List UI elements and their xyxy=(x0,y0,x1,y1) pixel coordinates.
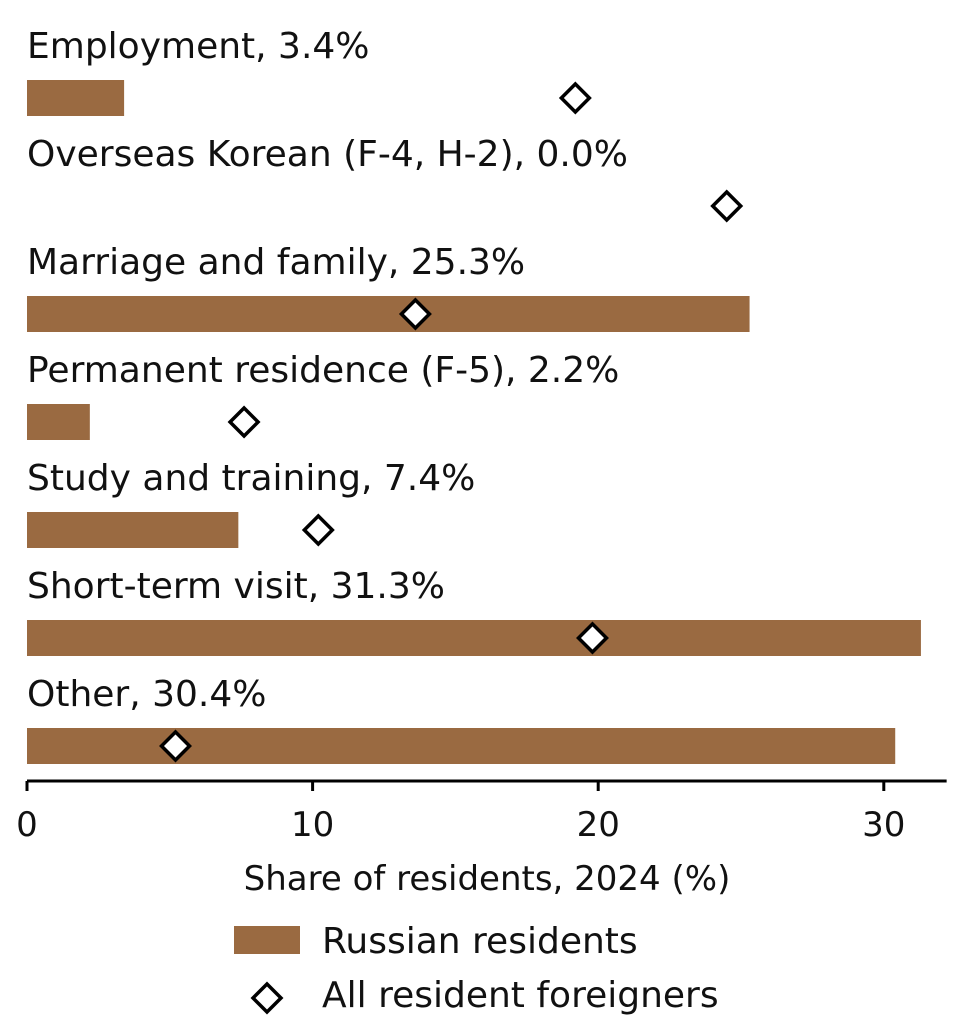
legend: Russian residents All resident foreigner… xyxy=(234,921,719,1016)
legend-swatch-russian-residents xyxy=(234,926,300,954)
legend-label-all-resident-foreigners: All resident foreigners xyxy=(322,975,719,1016)
x-tick-label-0: 0 xyxy=(16,805,38,845)
category-label-marriage-and-family: Marriage and family, 25.3% xyxy=(27,242,525,283)
category-label-short-term-visit: Short-term visit, 31.3% xyxy=(27,566,445,607)
x-tick-label-20: 20 xyxy=(577,805,620,845)
legend-label-russian-residents: Russian residents xyxy=(322,921,638,962)
marker-study-and-training xyxy=(301,513,335,547)
marker-permanent-residence-f-5 xyxy=(227,405,261,439)
bar-study-and-training xyxy=(27,512,239,548)
marker-overseas-korean-f-4 xyxy=(710,189,744,223)
marker-other xyxy=(159,729,192,763)
category-label-employment: Employment, 3.4% xyxy=(27,26,370,67)
category-label-overseas-korean-f-4: Overseas Korean (F-4, H-2), 0.0% xyxy=(27,134,628,175)
category-label-permanent-residence-f-5: Permanent residence (F-5), 2.2% xyxy=(27,350,619,391)
plot-area: Employment, 3.4% Overseas Korean (F-4, H-… xyxy=(27,26,921,764)
marker-marriage-and-family xyxy=(398,297,432,331)
marker-short-term-visit xyxy=(576,621,609,655)
x-tick-label-10: 10 xyxy=(291,805,334,845)
marker-employment xyxy=(558,81,592,115)
bar-permanent-residence-f-5 xyxy=(27,404,90,440)
category-label-other: Other, 30.4% xyxy=(27,674,266,715)
legend-marker-all-resident-foreigners xyxy=(250,981,284,1015)
bar-short-term-visit xyxy=(27,620,921,656)
x-tick-label-30: 30 xyxy=(862,805,905,845)
bar-other xyxy=(27,728,896,764)
bar-employment xyxy=(27,80,125,116)
bar-marriage-and-family xyxy=(27,296,750,332)
x-axis: Share of residents, 2024 (%) 0 10 20 30 xyxy=(16,779,947,899)
x-axis-title: Share of residents, 2024 (%) xyxy=(244,859,731,899)
category-label-study-and-training: Study and training, 7.4% xyxy=(27,458,475,499)
